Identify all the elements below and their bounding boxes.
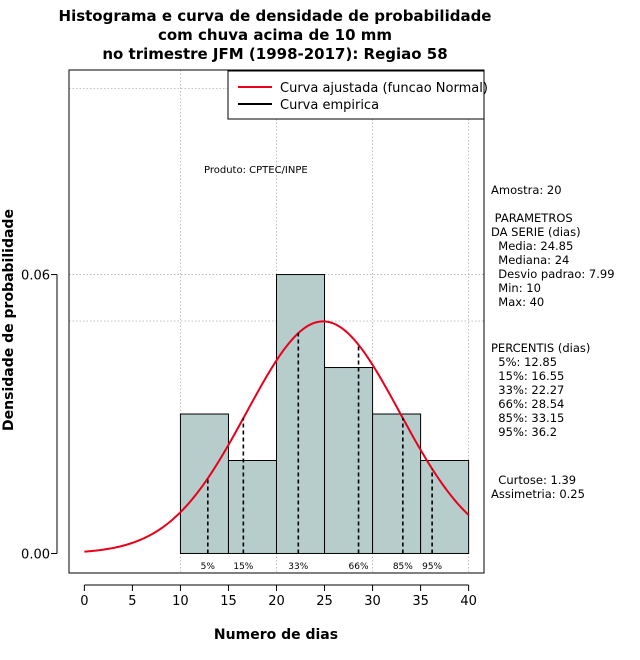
stat-mediana: Mediana: 24	[491, 253, 569, 267]
fitted-normal-curve	[84, 320, 470, 553]
product-annotation: Produto: CPTEC/INPE	[204, 165, 308, 176]
stat-curtose: Curtose: 1.39	[491, 473, 576, 487]
x-tick-label-0: 0	[80, 594, 88, 609]
stat-min: Min: 10	[491, 281, 541, 295]
x-tick-label-3: 15	[220, 594, 237, 609]
y-tick-label-0: 0.00	[21, 547, 50, 562]
stat-media: Media: 24.85	[491, 239, 573, 253]
y-axis: 0.00 0.06	[21, 269, 58, 562]
fitted-curve-layer	[84, 320, 470, 553]
percentile-label-4: 85%	[393, 562, 413, 572]
x-tick-label-5: 25	[316, 594, 333, 609]
x-axis: 0 5 10 15 20 25 30 35 40	[80, 584, 477, 609]
chart-title-line-2: com chuva acima de 10 mm	[158, 26, 392, 44]
stat-p5: 5%: 12.85	[491, 355, 557, 369]
stats-panel: Amostra: 20 PARAMETROS DA SERIE (dias) M…	[491, 183, 615, 501]
percentile-label-1: 15%	[233, 562, 253, 572]
y-axis-label: Densidade de probabilidade	[1, 209, 17, 431]
percentile-label-2: 33%	[288, 562, 308, 572]
stat-param-header-1: PARAMETROS	[491, 211, 573, 225]
stat-p66: 66%: 28.54	[491, 397, 564, 411]
percentile-label-5: 95%	[422, 562, 442, 572]
x-tick-label-7: 35	[412, 594, 429, 609]
stat-p85: 85%: 33.15	[491, 411, 564, 425]
chart-title-line-1: Histograma e curva de densidade de proba…	[59, 7, 492, 25]
legend-box	[227, 70, 485, 120]
histogram-bar-2	[276, 274, 326, 554]
histogram-bar-3	[324, 367, 374, 554]
stat-param-header-2: DA SERIE (dias)	[491, 225, 581, 239]
x-tick-label-2: 10	[172, 594, 189, 609]
x-tick-label-1: 5	[128, 594, 136, 609]
stat-desvio: Desvio padrao: 7.99	[491, 267, 615, 281]
percentile-label-3: 66%	[349, 562, 369, 572]
stat-assimetria: Assimetria: 0.25	[491, 487, 585, 501]
stat-percentis-header: PERCENTIS (dias)	[491, 341, 590, 355]
stat-p95: 95%: 36.2	[491, 425, 557, 439]
plot-frame	[68, 69, 485, 574]
legend: Curva ajustada (funcao Normal) Curva emp…	[227, 70, 488, 120]
percentile-label-0: 5%	[201, 562, 216, 572]
percentile-markers: 5% 15% 33% 66% 85% 95%	[201, 333, 443, 572]
histogram-bar-4	[372, 413, 422, 554]
x-tick-label-4: 20	[268, 594, 285, 609]
stat-max: Max: 40	[491, 295, 544, 309]
y-tick-label-1: 0.06	[21, 269, 50, 284]
legend-label-empirical: Curva empirica	[280, 98, 379, 113]
histogram-bars	[179, 274, 470, 554]
stat-p33: 33%: 22.27	[491, 383, 564, 397]
stat-p15: 15%: 16.55	[491, 369, 564, 383]
stat-amostra: Amostra: 20	[491, 183, 562, 197]
x-tick-label-6: 30	[364, 594, 381, 609]
x-axis-label: Numero de dias	[214, 627, 338, 643]
histogram-bar-1	[227, 459, 277, 554]
legend-label-fitted: Curva ajustada (funcao Normal)	[280, 81, 488, 96]
chart-title-line-3: no trimestre JFM (1998-2017): Regiao 58	[102, 45, 447, 63]
x-tick-label-8: 40	[460, 594, 477, 609]
